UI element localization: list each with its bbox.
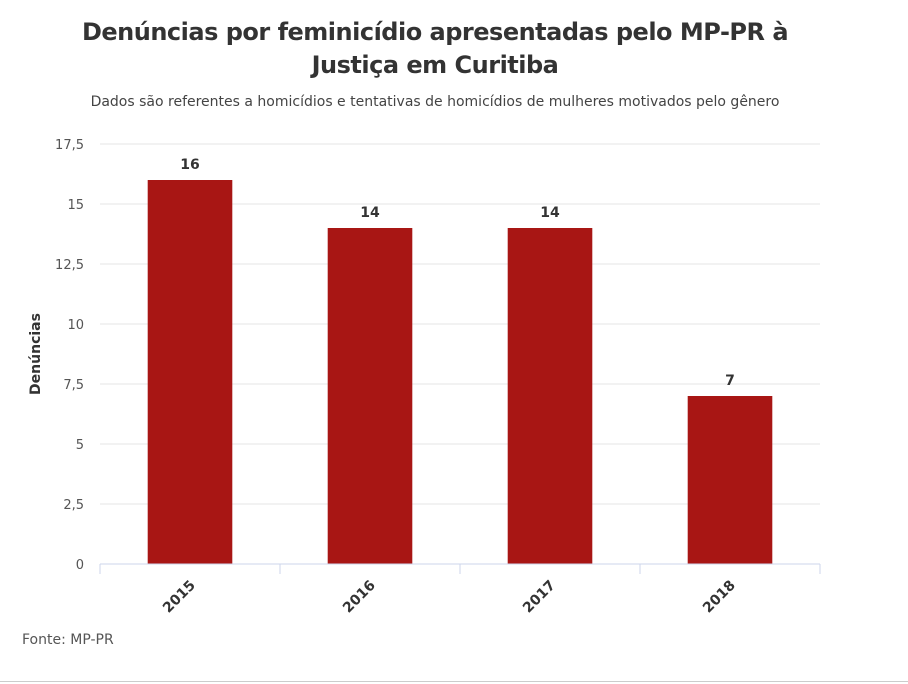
- x-tick-label: 2015: [160, 578, 199, 617]
- x-tick-label: 2018: [700, 578, 739, 617]
- bottom-divider: [0, 681, 908, 682]
- y-tick-label: 17,5: [55, 138, 84, 153]
- x-tick-label: 2017: [520, 578, 559, 617]
- bar-2016: [327, 228, 413, 564]
- y-tick-label: 0: [76, 558, 84, 573]
- x-axis: 2015 2016 2017 2018: [99, 563, 821, 617]
- data-label: 16: [180, 157, 199, 173]
- data-label: 7: [725, 373, 735, 389]
- y-tick-label: 5: [76, 438, 84, 453]
- data-label: 14: [360, 205, 380, 221]
- data-label: 14: [540, 205, 560, 221]
- y-axis-ticks: 0 2,5 5 7,5 10 12,5 15 17,5: [55, 138, 84, 573]
- bar-2015: [147, 180, 233, 564]
- chart-subtitle: Dados são referentes a homicídios e tent…: [90, 94, 780, 110]
- y-tick-label: 12,5: [55, 258, 84, 273]
- y-tick-label: 7,5: [63, 378, 84, 393]
- y-tick-label: 10: [67, 318, 84, 333]
- y-tick-label: 2,5: [63, 498, 84, 513]
- source-note: Fonte: MP-PR: [22, 632, 114, 648]
- chart-title: Denúncias por feminicídio apresentadas p…: [81, 18, 789, 79]
- x-tick-label: 2016: [340, 578, 379, 617]
- bars: 16 14 14 7: [147, 157, 773, 564]
- bar-2018: [687, 396, 773, 564]
- bar-2017: [507, 228, 593, 564]
- y-tick-label: 15: [67, 198, 84, 213]
- y-axis-title: Denúncias: [28, 313, 44, 395]
